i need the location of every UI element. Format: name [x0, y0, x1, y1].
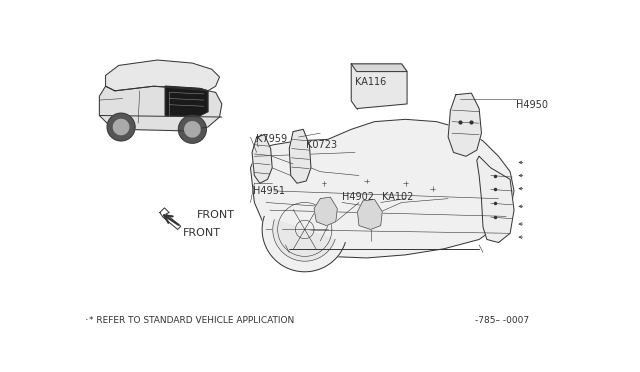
- Polygon shape: [477, 156, 514, 243]
- Text: H4950: H4950: [516, 100, 548, 110]
- Polygon shape: [165, 86, 208, 115]
- Polygon shape: [314, 197, 337, 225]
- Polygon shape: [448, 93, 481, 156]
- Text: K0723: K0723: [306, 140, 337, 150]
- Polygon shape: [351, 64, 407, 71]
- Polygon shape: [250, 119, 514, 258]
- Text: K7959: K7959: [256, 134, 287, 144]
- Polygon shape: [106, 60, 220, 91]
- Text: -785– -0007: -785– -0007: [476, 316, 529, 325]
- Polygon shape: [289, 129, 311, 183]
- Text: H4951: H4951: [253, 186, 285, 196]
- Polygon shape: [351, 64, 407, 109]
- Text: H4902: H4902: [342, 192, 374, 202]
- Text: FRONT: FRONT: [183, 228, 221, 238]
- Text: FRONT: FRONT: [196, 210, 235, 220]
- Polygon shape: [252, 135, 272, 183]
- Polygon shape: [179, 115, 206, 143]
- Polygon shape: [107, 113, 135, 141]
- Polygon shape: [113, 119, 129, 135]
- Polygon shape: [99, 86, 222, 131]
- Text: ·: ·: [84, 315, 88, 325]
- Polygon shape: [160, 208, 180, 230]
- Polygon shape: [185, 122, 200, 137]
- Text: KA116: KA116: [355, 77, 387, 87]
- Text: KA102: KA102: [381, 192, 413, 202]
- Text: * REFER TO STANDARD VEHICLE APPLICATION: * REFER TO STANDARD VEHICLE APPLICATION: [90, 316, 294, 325]
- Polygon shape: [273, 219, 335, 261]
- Polygon shape: [358, 199, 382, 230]
- Polygon shape: [262, 217, 346, 272]
